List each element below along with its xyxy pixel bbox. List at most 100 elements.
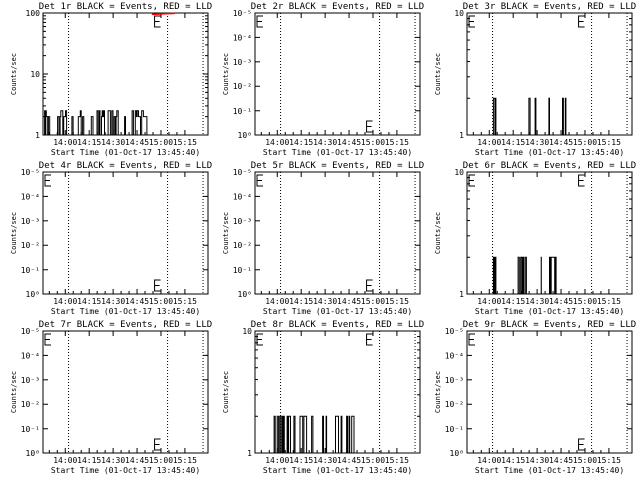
- plot-frame: [254, 330, 421, 454]
- x-axis-label: Start Time (01-Oct-17 13:45:40): [475, 307, 624, 316]
- events-trace-segment-3: [536, 256, 542, 294]
- x-tick-label: 15:15: [173, 138, 197, 147]
- events-trace-segment-1: [271, 415, 317, 453]
- events-trace-segment-1: [44, 110, 53, 135]
- y-tick-label: 10⁰: [450, 449, 464, 458]
- marker-top-left: [256, 15, 263, 28]
- panel-title: Det 5r BLACK = Events, RED = LLD: [251, 161, 424, 171]
- x-tick-label: 14:00: [265, 138, 289, 147]
- y-tick-label: 10⁻¹: [21, 266, 40, 275]
- events-trace-segment-4: [549, 256, 557, 294]
- y-tick-label: 10⁻⁵: [233, 168, 252, 177]
- x-tick-label: 15:00: [361, 297, 385, 306]
- y-tick-label: 10⁻¹: [233, 107, 252, 116]
- panel-det-9r: Det 9r BLACK = Events, RED = LLD 10⁰ 10⁻¹ 1…: [434, 320, 636, 475]
- marker-right: [578, 438, 585, 451]
- y-tick-label: 10⁻²: [233, 82, 252, 91]
- panel-title: Det 2r BLACK = Events, RED = LLD: [251, 2, 424, 12]
- panel-det-5r: Det 5r BLACK = Events, RED = LLD 10⁰ 10⁻¹ 1…: [222, 161, 424, 316]
- x-tick-label: 14:45: [337, 297, 361, 306]
- x-tick-label: 14:45: [549, 456, 573, 465]
- x-tick-label: 14:15: [77, 138, 101, 147]
- y-tick-label: 10⁻²: [21, 400, 40, 409]
- x-axis-label: Start Time (01-Oct-17 13:45:40): [51, 466, 200, 475]
- y-tick-label: 10⁻³: [445, 376, 464, 385]
- plot-frame: [42, 330, 209, 454]
- x-tick-label: 15:15: [597, 456, 621, 465]
- y-axis-label: Counts/sec: [222, 53, 230, 95]
- x-tick-label: 15:00: [361, 456, 385, 465]
- y-tick-label: 10⁰: [26, 290, 40, 299]
- marker-right: [154, 279, 161, 292]
- panel-det-3r: Det 3r BLACK = Events, RED = LLD 1 10 14:00…: [434, 2, 636, 157]
- x-axis-label: Start Time (01-Oct-17 13:45:40): [263, 148, 412, 157]
- x-tick-label: 14:00: [53, 297, 77, 306]
- x-tick-label: 14:00: [477, 456, 501, 465]
- x-tick-label: 14:45: [549, 138, 573, 147]
- x-tick-label: 14:30: [525, 456, 549, 465]
- events-trace-segment-4: [131, 110, 148, 135]
- x-axis-label: Start Time (01-Oct-17 13:45:40): [263, 307, 412, 316]
- x-axis-label: Start Time (01-Oct-17 13:45:40): [51, 148, 200, 157]
- x-tick-label: 14:30: [313, 138, 337, 147]
- y-axis-label: Counts/sec: [434, 53, 442, 95]
- events-trace-segment-4: [546, 97, 550, 135]
- y-tick-label: 10⁻⁴: [21, 351, 40, 360]
- x-tick-label: 15:15: [173, 297, 197, 306]
- y-tick-label: 10⁻²: [21, 241, 40, 250]
- marker-top-left: [468, 15, 475, 28]
- marker-right: [578, 174, 585, 187]
- x-tick-label: 15:15: [597, 297, 621, 306]
- x-tick-label: 14:45: [337, 138, 361, 147]
- y-tick-label: 10⁻⁴: [445, 351, 464, 360]
- x-tick-label: 14:00: [265, 456, 289, 465]
- panel-det-2r: Det 2r BLACK = Events, RED = LLD 10⁰ 10⁻¹ 1…: [222, 2, 424, 157]
- x-tick-label: 14:15: [501, 456, 525, 465]
- panel-title: Det 8r BLACK = Events, RED = LLD: [251, 320, 424, 330]
- x-tick-label: 15:00: [361, 138, 385, 147]
- x-tick-label: 14:45: [337, 456, 361, 465]
- y-tick-label: 1: [247, 449, 252, 458]
- y-tick-label: 10⁻⁴: [233, 192, 252, 201]
- y-axis-label: Counts/sec: [434, 212, 442, 254]
- plot-frame: [254, 12, 421, 136]
- x-tick-label: 15:00: [573, 138, 597, 147]
- y-tick-label: 1: [35, 131, 40, 140]
- plot-frame: [42, 171, 209, 295]
- plot-frame: [254, 171, 421, 295]
- y-tick-label: 10⁻²: [445, 400, 464, 409]
- x-tick-label: 15:00: [573, 456, 597, 465]
- x-tick-label: 14:15: [501, 297, 525, 306]
- x-tick-label: 15:15: [385, 297, 409, 306]
- y-tick-label: 10⁻²: [233, 241, 252, 250]
- x-tick-label: 15:00: [573, 297, 597, 306]
- x-tick-label: 14:45: [125, 456, 149, 465]
- panel-title: Det 6r BLACK = Events, RED = LLD: [463, 161, 636, 171]
- panel-title: Det 1r BLACK = Events, RED = LLD: [39, 2, 212, 12]
- panel-det-1r: Det 1r BLACK = Events, RED = LLD 1 10 100 14…: [10, 2, 212, 157]
- x-tick-label: 14:45: [549, 297, 573, 306]
- x-tick-label: 14:15: [289, 138, 313, 147]
- panel-det-4r: Det 4r BLACK = Events, RED = LLD 10⁰ 10⁻¹ 1…: [10, 161, 212, 316]
- events-trace-segment-1: [492, 256, 497, 294]
- x-tick-label: 15:15: [173, 456, 197, 465]
- marker-top-left: [468, 174, 475, 187]
- y-tick-label: 10: [454, 9, 464, 18]
- y-axis-label: Counts/sec: [222, 212, 230, 254]
- panel-title: Det 7r BLACK = Events, RED = LLD: [39, 320, 212, 330]
- y-tick-label: 1: [459, 290, 464, 299]
- x-tick-label: 14:00: [477, 138, 501, 147]
- events-trace-segment-1: [492, 97, 497, 135]
- y-axis-label: Counts/sec: [10, 371, 18, 413]
- y-tick-label: 10⁻⁵: [21, 327, 40, 336]
- y-tick-label: 10⁻¹: [21, 425, 40, 434]
- x-tick-label: 14:30: [313, 297, 337, 306]
- y-tick-label: 1: [459, 131, 464, 140]
- panel-title: Det 4r BLACK = Events, RED = LLD: [39, 161, 212, 171]
- y-tick-label: 10: [454, 168, 464, 177]
- x-tick-label: 15:15: [385, 456, 409, 465]
- x-tick-label: 14:45: [125, 297, 149, 306]
- marker-right: [366, 120, 373, 133]
- marker-top-left: [44, 174, 51, 187]
